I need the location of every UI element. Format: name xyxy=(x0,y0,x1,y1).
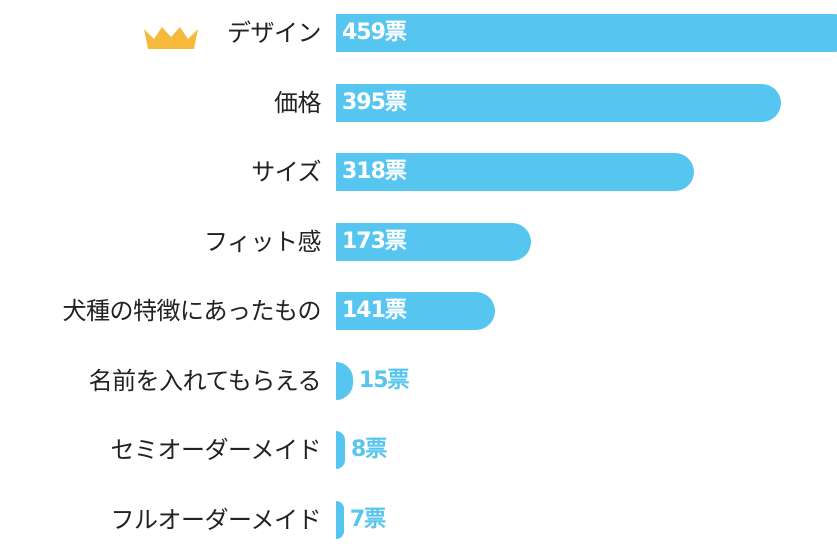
bar-row: 名前を入れてもらえる 15票 xyxy=(0,361,837,401)
bar-row: フィット感 173票 xyxy=(0,222,837,262)
value-label: 173票 xyxy=(342,228,407,254)
category-label: フルオーダーメイド xyxy=(110,505,321,534)
bar xyxy=(336,14,837,52)
category-label: 価格 xyxy=(274,88,322,117)
bar xyxy=(336,222,531,261)
bar xyxy=(336,500,344,539)
bar xyxy=(336,292,495,330)
crown-icon xyxy=(144,27,198,49)
bar-row: セミオーダーメイド 8票 xyxy=(0,430,837,470)
category-label: 犬種の特徴にあったもの xyxy=(62,297,322,325)
bar-row: フルオーダーメイド 7票 xyxy=(0,500,837,540)
category-label: デザイン xyxy=(227,19,322,47)
value-label: 318票 xyxy=(342,159,407,184)
bar xyxy=(336,361,353,400)
value-label: 395票 xyxy=(342,89,407,115)
value-label: 141票 xyxy=(342,298,407,323)
category-label: セミオーダーメイド xyxy=(110,436,321,464)
bar-row: デザイン 459票 xyxy=(0,13,837,53)
category-label: サイズ xyxy=(251,158,321,186)
bar-row: サイズ 318票 xyxy=(0,152,837,192)
category-label: 名前を入れてもらえる xyxy=(88,366,322,395)
bar xyxy=(336,431,345,469)
value-label: 15票 xyxy=(358,367,410,393)
bar-row: 価格 395票 xyxy=(0,83,837,123)
bar xyxy=(336,153,695,191)
bar xyxy=(336,83,781,122)
category-label: フィット感 xyxy=(203,227,322,256)
value-label: 8票 xyxy=(351,437,387,462)
value-label: 459票 xyxy=(342,20,407,45)
value-label: 7票 xyxy=(349,506,386,532)
bar-row: 犬種の特徴にあったもの 141票 xyxy=(0,291,837,331)
